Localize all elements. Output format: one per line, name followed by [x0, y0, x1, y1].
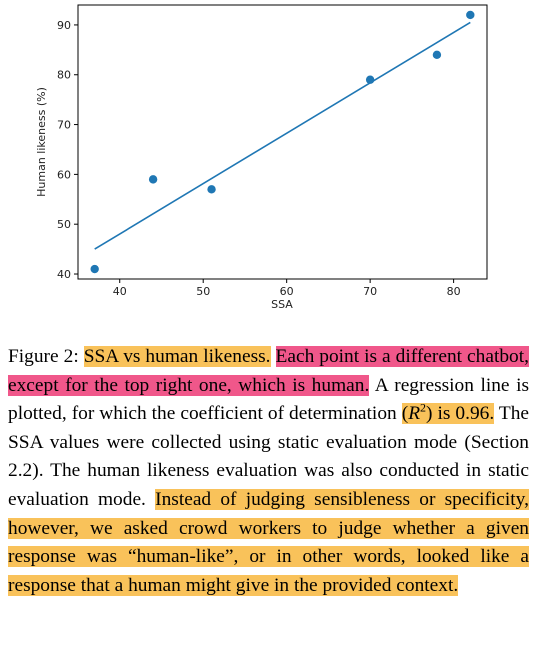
data-point [90, 265, 98, 273]
data-point [149, 175, 157, 183]
highlight-title: SSA vs human likeness. [84, 346, 271, 367]
y-tick-label: 70 [57, 119, 71, 132]
y-tick-label: 80 [57, 69, 71, 82]
x-tick-label: 50 [196, 285, 210, 298]
figure-caption: Figure 2: SSA vs human likeness. Each po… [8, 343, 529, 600]
x-tick-label: 70 [363, 285, 377, 298]
data-point [433, 51, 441, 59]
data-points [90, 11, 474, 273]
y-tick-label: 50 [57, 218, 71, 231]
y-axis-label: Human likeness (%) [35, 87, 48, 197]
data-point [366, 76, 374, 84]
plot-frame [78, 5, 487, 279]
data-point [207, 185, 215, 193]
highlight-r2: (R2) is 0.96. [402, 403, 494, 424]
y-axis-ticks: 40 50 60 70 80 90 [57, 19, 78, 281]
x-tick-label: 80 [447, 285, 461, 298]
x-tick-label: 60 [280, 285, 294, 298]
figure-label: Figure 2: [8, 346, 79, 367]
r2-variable: R [408, 403, 420, 424]
y-tick-label: 40 [57, 268, 71, 281]
data-point [466, 11, 474, 19]
y-tick-label: 60 [57, 168, 71, 181]
y-tick-label: 90 [57, 19, 71, 32]
x-tick-label: 40 [113, 285, 127, 298]
scatter-chart: 40 50 60 70 80 40 50 60 70 80 90 SSA Human likene… [0, 0, 537, 330]
x-axis-label: SSA [271, 298, 293, 311]
x-axis-ticks: 40 50 60 70 80 [113, 279, 461, 298]
r2-value: ) is 0.96. [426, 403, 494, 424]
regression-line [95, 22, 471, 249]
